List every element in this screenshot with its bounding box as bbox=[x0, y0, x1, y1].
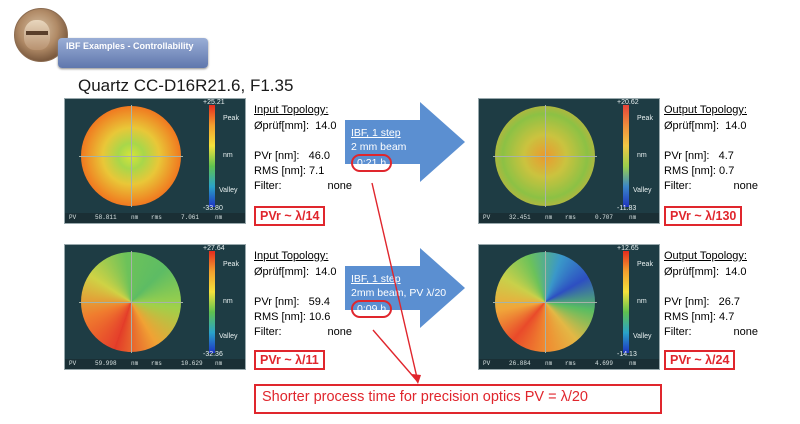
color-scale-bar bbox=[209, 251, 215, 353]
input-heading: Input Topology: bbox=[254, 104, 329, 116]
output-topology-map: +12.65 Peak nm Valley -14.13 PV 26.884 n… bbox=[478, 244, 660, 370]
process-title: IBF, 1 step bbox=[351, 127, 401, 139]
filter-row: Filter: none bbox=[664, 326, 758, 338]
process-detail: 2 mm beam bbox=[351, 141, 407, 153]
unit-label: nm bbox=[223, 298, 233, 305]
valley-value: -32.36 bbox=[203, 351, 223, 358]
crosshair-vertical bbox=[545, 251, 546, 353]
valley-label: Valley bbox=[219, 333, 238, 340]
map-footer: PV 26.884 nm rms 4.699 nm bbox=[479, 359, 659, 369]
output-result-box: PVr ~ λ/130 bbox=[664, 206, 743, 226]
process-title: IBF, 1 step bbox=[351, 273, 401, 285]
rms-row: RMS [nm]: 0.7 bbox=[664, 165, 735, 177]
page-title: Quartz CC-D16R21.6, F1.35 bbox=[78, 76, 294, 95]
process-time: 0:09 h bbox=[351, 300, 393, 318]
valley-label: Valley bbox=[633, 333, 652, 340]
map-footer: PV 59.998 nm rms 10.629 nm bbox=[65, 359, 245, 369]
color-scale-bar bbox=[623, 105, 629, 207]
input-heading: Input Topology: bbox=[254, 250, 329, 262]
pvr-row: PVr [nm]: 26.7 bbox=[664, 296, 741, 308]
output-result-box: PVr ~ λ/24 bbox=[664, 350, 736, 370]
peak-value: +25.21 bbox=[203, 99, 225, 106]
filter-row: Filter: none bbox=[254, 326, 352, 338]
crosshair-vertical bbox=[545, 105, 546, 207]
crosshair-vertical bbox=[131, 105, 132, 207]
diameter-row: Øprüf[mm]: 14.0 bbox=[254, 120, 337, 132]
process-label: IBF, 1 step 2mm beam, PV λ/20 0:09 h bbox=[351, 272, 446, 318]
input-topology-info: Input Topology: Øprüf[mm]: 14.0 PVr [nm]… bbox=[254, 104, 352, 193]
process-label: IBF, 1 step 2 mm beam 0:21 h bbox=[351, 126, 406, 172]
unit-label: nm bbox=[637, 298, 647, 305]
valley-value: -11.83 bbox=[617, 205, 637, 212]
input-topology-map: +27.64 Peak nm Valley -32.36 PV 59.998 n… bbox=[64, 244, 246, 370]
section-pill bbox=[58, 38, 208, 68]
input-result-box: PVr ~ λ/14 bbox=[254, 206, 326, 226]
unit-label: nm bbox=[637, 152, 647, 159]
color-scale-bar bbox=[209, 105, 215, 207]
diameter-row: Øprüf[mm]: 14.0 bbox=[664, 266, 747, 278]
input-topology-map: +25.21 Peak nm Valley -33.80 PV 58.811 n… bbox=[64, 98, 246, 224]
filter-row: Filter: none bbox=[664, 180, 758, 192]
peak-value: +27.64 bbox=[203, 245, 225, 252]
peak-value: +12.65 bbox=[617, 245, 639, 252]
output-topology-map: +20.62 Peak nm Valley -11.83 PV 32.451 n… bbox=[478, 98, 660, 224]
peak-label: Peak bbox=[637, 261, 653, 268]
color-scale-bar bbox=[623, 251, 629, 353]
input-topology-info: Input Topology: Øprüf[mm]: 14.0 PVr [nm]… bbox=[254, 250, 352, 339]
conclusion-text: Shorter process time for precision optic… bbox=[262, 389, 588, 405]
valley-value: -14.13 bbox=[617, 351, 637, 358]
unit-label: nm bbox=[223, 152, 233, 159]
output-heading: Output Topology: bbox=[664, 250, 747, 262]
logo-face bbox=[24, 20, 50, 50]
output-heading: Output Topology: bbox=[664, 104, 747, 116]
peak-label: Peak bbox=[637, 115, 653, 122]
rms-row: RMS [nm]: 10.6 bbox=[254, 311, 331, 323]
output-topology-info: Output Topology: Øprüf[mm]: 14.0 PVr [nm… bbox=[664, 250, 758, 339]
rms-row: RMS [nm]: 7.1 bbox=[254, 165, 325, 177]
process-arrow bbox=[345, 102, 465, 182]
logo-bar bbox=[26, 31, 48, 35]
process-detail: 2mm beam, PV λ/20 bbox=[351, 287, 447, 299]
valley-label: Valley bbox=[219, 187, 238, 194]
valley-label: Valley bbox=[633, 187, 652, 194]
peak-label: Peak bbox=[223, 115, 239, 122]
filter-row: Filter: none bbox=[254, 180, 352, 192]
input-result-box: PVr ~ λ/11 bbox=[254, 350, 325, 370]
peak-label: Peak bbox=[223, 261, 239, 268]
valley-value: -33.80 bbox=[203, 205, 223, 212]
conclusion-box bbox=[254, 384, 662, 414]
section-label: IBF Examples - Controllability bbox=[66, 41, 194, 51]
process-time: 0:21 h bbox=[351, 154, 393, 172]
peak-value: +20.62 bbox=[617, 99, 639, 106]
diameter-row: Øprüf[mm]: 14.0 bbox=[664, 120, 747, 132]
rms-row: RMS [nm]: 4.7 bbox=[664, 311, 735, 323]
pvr-row: PVr [nm]: 59.4 bbox=[254, 296, 331, 308]
crosshair-vertical bbox=[131, 251, 132, 353]
pvr-row: PVr [nm]: 46.0 bbox=[254, 150, 331, 162]
diameter-row: Øprüf[mm]: 14.0 bbox=[254, 266, 337, 278]
pvr-row: PVr [nm]: 4.7 bbox=[664, 150, 734, 162]
output-topology-info: Output Topology: Øprüf[mm]: 14.0 PVr [nm… bbox=[664, 104, 758, 193]
map-footer: PV 32.451 nm rms 0.707 nm bbox=[479, 213, 659, 223]
map-footer: PV 58.811 nm rms 7.061 nm bbox=[65, 213, 245, 223]
